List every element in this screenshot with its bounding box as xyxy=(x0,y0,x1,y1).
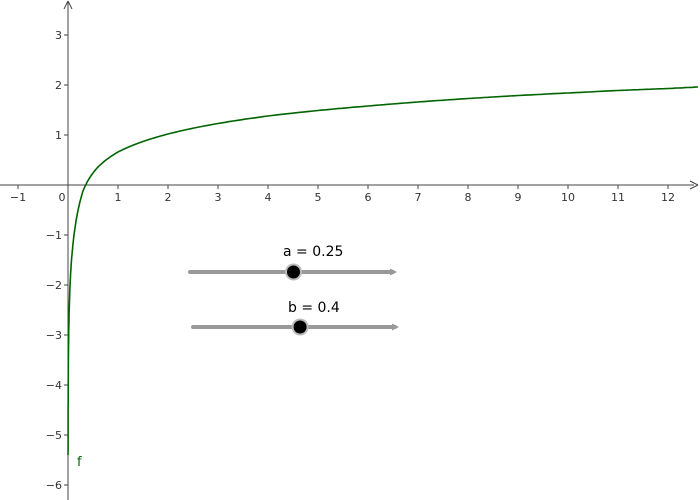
y-tick-label: −6 xyxy=(46,479,62,492)
y-tick-labels: −6 −5 −4 −3 −2 −1 1 2 3 xyxy=(46,29,62,492)
slider-b[interactable]: b = 0.4 xyxy=(191,300,399,336)
x-tick-label: 12 xyxy=(661,191,675,204)
slider-b-arrow-icon xyxy=(392,323,399,331)
x-axis xyxy=(0,180,699,190)
y-tick-label: 2 xyxy=(55,79,62,92)
x-tick-label: 1 xyxy=(115,191,122,204)
x-tick-label: 7 xyxy=(415,191,422,204)
y-tick-label: −2 xyxy=(46,279,62,292)
x-tick-label: 6 xyxy=(365,191,372,204)
x-axis-arrow-icon xyxy=(689,180,699,190)
y-tick-label: −5 xyxy=(46,429,62,442)
y-axis-arrow-icon xyxy=(63,0,73,10)
x-tick-label: 5 xyxy=(315,191,322,204)
x-tick-label: 4 xyxy=(265,191,272,204)
function-f-curve[interactable] xyxy=(67,86,699,456)
slider-a-arrow-icon xyxy=(390,268,397,276)
x-tick-label: −1 xyxy=(10,191,26,204)
slider-b-knob[interactable] xyxy=(291,318,309,336)
x-tick-label: 3 xyxy=(215,191,222,204)
y-tick-label: 3 xyxy=(55,29,62,42)
function-f-label[interactable]: f xyxy=(77,455,82,470)
y-tick-label: −1 xyxy=(46,229,62,242)
slider-b-label: b = 0.4 xyxy=(288,300,340,316)
x-tick-label: 2 xyxy=(165,191,172,204)
x-tick-label: 8 xyxy=(465,191,472,204)
x-tick-label: 0 xyxy=(59,191,66,204)
x-tick-label: 10 xyxy=(561,191,575,204)
x-tick-label: 11 xyxy=(611,191,625,204)
x-tick-labels: −1 0 1 2 3 4 5 6 7 8 9 10 11 12 xyxy=(10,191,675,204)
y-tick-label: −4 xyxy=(46,379,62,392)
slider-a-knob[interactable] xyxy=(285,263,302,281)
y-tick-label: −3 xyxy=(46,329,62,342)
slider-a[interactable]: a = 0.25 xyxy=(188,244,397,281)
y-tick-label: 1 xyxy=(55,129,62,142)
slider-a-label: a = 0.25 xyxy=(283,244,343,260)
x-tick-label: 9 xyxy=(515,191,522,204)
